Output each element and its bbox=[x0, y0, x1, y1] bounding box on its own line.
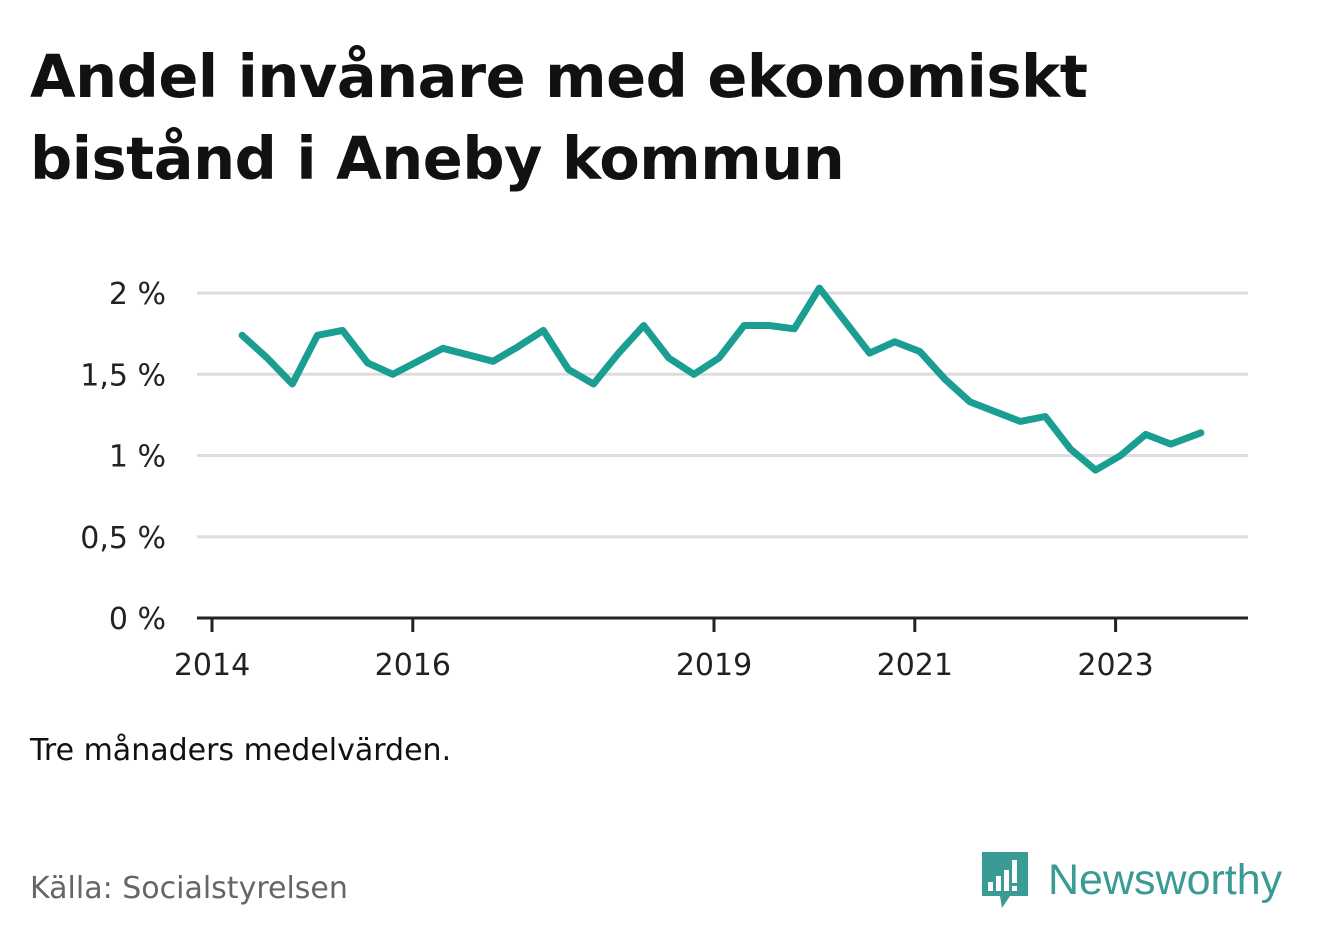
y-tick-label: 1,5 % bbox=[80, 358, 166, 393]
y-tick-label: 2 % bbox=[109, 277, 166, 312]
y-tick-label: 0 % bbox=[109, 602, 166, 637]
brand-logo[interactable]: Newsworthy bbox=[980, 850, 1282, 910]
x-tick-label: 2019 bbox=[676, 648, 752, 683]
x-tick-label: 2023 bbox=[1077, 648, 1153, 683]
series-line bbox=[238, 284, 1205, 474]
chart-title: Andel invånare med ekonomiskt bistånd i … bbox=[30, 42, 1088, 193]
chart-note: Tre månaders medelvärden. bbox=[30, 733, 452, 768]
series-group bbox=[238, 284, 1205, 474]
newsworthy-logo-icon bbox=[982, 852, 1028, 908]
x-axis-ticks: 2014 2016 2019 2021 2023 bbox=[174, 618, 1154, 683]
source-credit: Källa: Socialstyrelsen bbox=[30, 871, 348, 906]
line-chart: 0 % 0,5 % 1 % 1,5 % 2 % 2014 2016 2019 2021 2023 bbox=[80, 277, 1248, 683]
y-axis-ticks: 0 % 0,5 % 1 % 1,5 % 2 % bbox=[80, 277, 166, 637]
gridlines bbox=[197, 291, 1248, 539]
y-tick-label: 0,5 % bbox=[80, 521, 166, 556]
x-tick-label: 2021 bbox=[877, 648, 953, 683]
x-tick-label: 2014 bbox=[174, 648, 250, 683]
x-tick-label: 2016 bbox=[375, 648, 451, 683]
y-tick-label: 1 % bbox=[109, 440, 166, 475]
brand-name: Newsworthy bbox=[1048, 855, 1283, 904]
